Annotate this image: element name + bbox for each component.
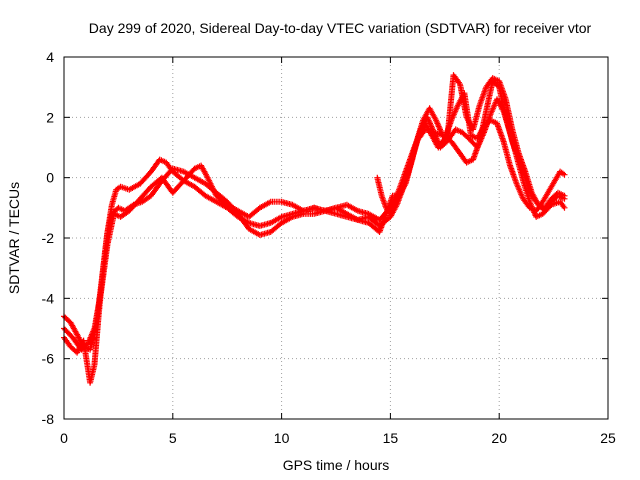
x-axis-ticks: 0 5 10 15 20 25 <box>60 57 616 446</box>
y-tick-label: 0 <box>46 170 54 186</box>
data-points <box>61 72 568 386</box>
series-track-d <box>374 72 568 217</box>
y-tick-label: -4 <box>42 290 55 306</box>
grid-lines <box>64 57 608 419</box>
series-markers <box>61 96 568 353</box>
x-tick-label: 5 <box>169 430 177 446</box>
x-tick-label: 25 <box>600 430 616 446</box>
y-tick-label: 4 <box>46 49 54 65</box>
series-markers <box>374 72 568 217</box>
y-tick-label: -8 <box>42 411 55 427</box>
series-track-a <box>61 96 568 353</box>
y-tick-label: -2 <box>42 230 55 246</box>
y-tick-label: -6 <box>42 351 55 367</box>
y-axis-label: SDTVAR / TECUs <box>6 182 22 294</box>
y-tick-label: 2 <box>46 109 54 125</box>
y-axis-ticks: -8 -6 -4 -2 0 2 4 <box>42 49 608 427</box>
x-tick-label: 15 <box>383 430 399 446</box>
x-tick-label: 20 <box>491 430 507 446</box>
chart-title: Day 299 of 2020, Sidereal Day-to-day VTE… <box>89 20 592 36</box>
x-tick-label: 10 <box>274 430 290 446</box>
x-tick-label: 0 <box>60 430 68 446</box>
x-axis-label: GPS time / hours <box>283 457 390 473</box>
